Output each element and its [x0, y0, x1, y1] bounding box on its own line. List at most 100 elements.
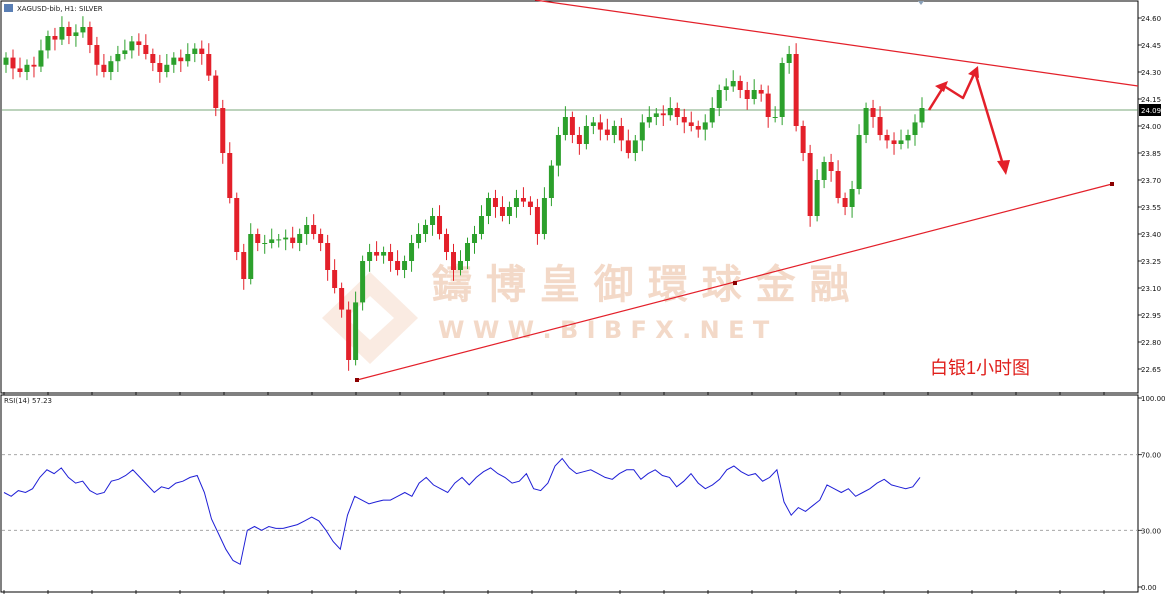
rsi-line [3, 457, 921, 566]
candle-body [171, 57, 177, 65]
candle-body [52, 36, 58, 40]
candle-body [374, 252, 380, 256]
candle-body [423, 225, 429, 234]
candle-body [360, 261, 366, 303]
candle-body [255, 234, 261, 243]
candle-body [814, 180, 820, 216]
candle-body [499, 207, 505, 216]
candle-body [527, 201, 533, 207]
candle-body [248, 234, 254, 279]
candle-body [143, 45, 149, 54]
candle-body [17, 68, 23, 72]
candle-body [884, 135, 890, 141]
candle-body [213, 75, 219, 108]
candle-body [653, 113, 659, 117]
candle-body [381, 252, 387, 256]
price-tick-label: 22.65 [1141, 366, 1161, 374]
time-axis-ticks [3, 392, 1105, 594]
arrowhead-3 [997, 160, 1010, 175]
candle-body [402, 261, 408, 270]
candle-body [304, 225, 310, 234]
arrowhead-2 [968, 66, 979, 78]
price-tick-label: 23.55 [1141, 204, 1161, 212]
candle-body [765, 93, 771, 117]
candle-body [269, 239, 275, 243]
candle-body [220, 108, 226, 153]
watermark-en: W W W . B I B F X . N E T [438, 316, 770, 344]
price-tick-label: 24.00 [1141, 123, 1161, 131]
candle-body [38, 50, 44, 67]
candle-body [395, 261, 401, 270]
candle-body [353, 302, 359, 360]
candles [3, 16, 925, 371]
candle-body [758, 90, 764, 94]
candle-body [332, 270, 338, 288]
candle-body [451, 252, 457, 270]
price-tick-label: 23.70 [1141, 177, 1161, 185]
trendline-anchor-mid [733, 281, 737, 285]
rsi-tick-label: 0.00 [1141, 584, 1157, 592]
price-tick-label: 23.40 [1141, 231, 1161, 239]
candle-body [709, 108, 715, 123]
candle-body [45, 36, 51, 51]
candle-body [3, 57, 9, 65]
candle-body [416, 234, 422, 243]
rsi-tick-label: 30.00 [1141, 527, 1161, 535]
candle-body [583, 126, 589, 144]
rsi-label: RSI(14) 57.23 [4, 397, 52, 405]
candle-body [234, 198, 240, 252]
candle-body [388, 252, 394, 261]
price-tick-label: 23.10 [1141, 285, 1161, 293]
candle-body [150, 54, 156, 63]
candle-body [458, 261, 464, 270]
current-price-label: 24.09 [1141, 107, 1161, 115]
candle-body [877, 117, 883, 135]
candle-body [157, 63, 163, 72]
candle-body [206, 54, 212, 76]
candle-body [807, 153, 813, 216]
candle-body [178, 57, 184, 62]
candle-body [646, 117, 652, 123]
price-tick-label: 22.80 [1141, 339, 1161, 347]
candle-body [10, 57, 16, 69]
candle-body [283, 237, 289, 240]
candle-body [59, 27, 65, 40]
candle-body [863, 108, 869, 135]
candle-body [716, 90, 722, 108]
candle-body [751, 90, 757, 99]
candle-body [667, 108, 673, 116]
candle-body [604, 129, 610, 135]
candle-body [262, 243, 268, 244]
trendline-anchor-start [355, 378, 359, 382]
candle-body [108, 61, 114, 72]
candle-body [31, 64, 37, 67]
candle-body [94, 45, 100, 65]
candle-body [492, 198, 498, 207]
candle-body [576, 135, 582, 144]
candle-body [311, 225, 317, 234]
candle-body [101, 64, 107, 72]
candle-body [597, 122, 603, 130]
candle-body [737, 81, 743, 90]
price-tick-label: 23.25 [1141, 258, 1161, 266]
candle-body [681, 117, 687, 123]
current-price-marker: 24.09 [1139, 104, 1161, 116]
candle-body [674, 108, 680, 117]
price-tick-label: 22.95 [1141, 312, 1161, 320]
candle-body [639, 122, 645, 141]
candle-body [800, 126, 806, 153]
projection-path [927, 70, 1006, 169]
candle-body [898, 140, 904, 144]
arrowhead-1 [935, 81, 948, 92]
candle-body [786, 54, 792, 63]
candle-body [772, 117, 778, 118]
candle-body [409, 243, 415, 261]
candle-body [534, 207, 540, 234]
candle-body [241, 252, 247, 279]
candle-body [437, 216, 443, 234]
price-tick-label: 24.45 [1141, 42, 1161, 50]
chart-annotation: 白银1小时图 [930, 358, 1030, 378]
candle-body [73, 32, 79, 36]
candle-body [555, 135, 561, 166]
candle-body [346, 309, 352, 360]
